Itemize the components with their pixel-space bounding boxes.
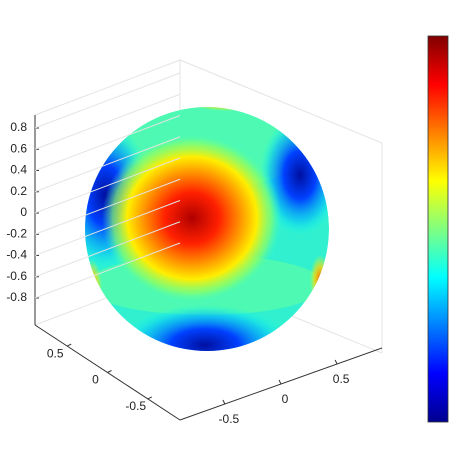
x-tick-label: 0 xyxy=(282,392,289,406)
y-tick-label: 0.5 xyxy=(47,346,64,360)
x-tick xyxy=(278,379,282,385)
z-tick-label: -0.8 xyxy=(6,290,27,304)
grid-line xyxy=(34,93,181,150)
colorbar xyxy=(427,35,449,423)
y-tick xyxy=(66,343,72,347)
z-tick-label: 0.6 xyxy=(10,141,27,155)
y-tick-label: 0 xyxy=(92,373,99,387)
grid-line xyxy=(34,242,181,299)
grid-line xyxy=(34,72,181,129)
grid-line xyxy=(34,221,181,278)
z-tick-label: -0.2 xyxy=(6,226,27,240)
grid-line xyxy=(34,178,181,235)
y-tick xyxy=(107,370,112,373)
z-tick-label: 0 xyxy=(20,205,27,219)
x-tick-label: 0.5 xyxy=(333,372,350,386)
grid-line xyxy=(34,136,181,193)
y-tick-label: -0.5 xyxy=(125,399,146,413)
z-tick-label: 0.2 xyxy=(10,184,27,198)
z-tick-label: 0.4 xyxy=(10,163,27,177)
z-tick-label: -0.6 xyxy=(6,269,27,283)
sphere-surface xyxy=(85,107,329,351)
z-tick-label: -0.4 xyxy=(6,248,27,262)
z-tick-label: 0.8 xyxy=(10,120,27,134)
x-tick xyxy=(334,359,338,365)
x-tick-label: -0.5 xyxy=(219,412,240,426)
x-tick xyxy=(222,399,226,405)
grid-line xyxy=(34,157,181,214)
y-tick xyxy=(147,396,153,400)
grid-line xyxy=(34,200,181,256)
grid-line xyxy=(34,115,181,171)
